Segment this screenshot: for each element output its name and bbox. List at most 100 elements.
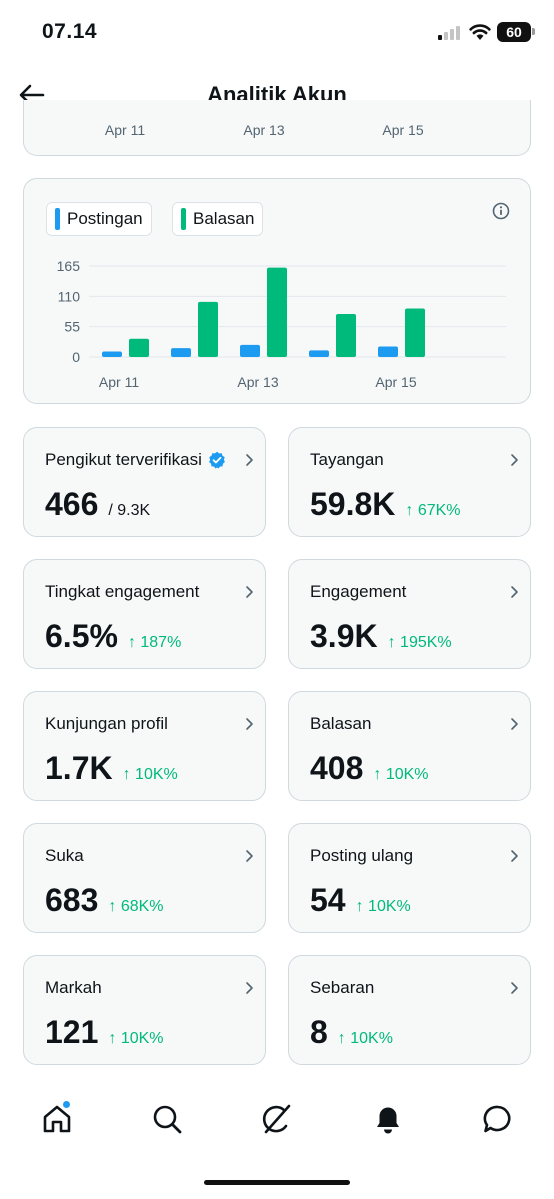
- metric-value-row: 121 ↑ 10K%: [45, 1014, 164, 1051]
- metric-change: ↑ 195K%: [387, 634, 452, 651]
- metric-card[interactable]: Sebaran 8 ↑ 10K%: [288, 955, 531, 1065]
- chevron-right-icon: [246, 982, 253, 994]
- search-icon[interactable]: [150, 1102, 184, 1136]
- bar-balasan: [336, 313, 356, 357]
- metric-label-text: Sebaran: [310, 978, 375, 997]
- chevron-right-icon: [511, 454, 518, 466]
- y-tick-label: 55: [64, 319, 80, 335]
- metric-value-row: 466 / 9.3K: [45, 486, 150, 523]
- metric-card[interactable]: Markah 121 ↑ 10K%: [23, 955, 266, 1065]
- metric-card[interactable]: Suka 683 ↑ 68K%: [23, 823, 266, 933]
- info-icon[interactable]: [492, 202, 510, 220]
- metric-value: 121: [45, 1014, 99, 1050]
- metric-value-row: 408 ↑ 10K%: [310, 750, 429, 787]
- chevron-right-icon: [246, 718, 253, 730]
- x-tick-label: Apr 15: [375, 374, 416, 390]
- metric-change: ↑ 10K%: [373, 766, 429, 783]
- legend-swatch: [55, 208, 60, 230]
- legend-postingan[interactable]: Postingan: [46, 202, 152, 236]
- metric-value-row: 6.5% ↑ 187%: [45, 618, 181, 655]
- metric-label: Pengikut terverifikasi: [45, 450, 226, 470]
- metric-change: ↑ 187%: [127, 634, 182, 651]
- metric-label: Posting ulang: [310, 846, 413, 866]
- metric-label: Markah: [45, 978, 102, 998]
- chevron-right-icon: [511, 982, 518, 994]
- y-tick-label: 165: [57, 258, 81, 274]
- metric-label: Kunjungan profil: [45, 714, 168, 734]
- metric-total: / 9.3K: [108, 502, 151, 519]
- bar-postingan: [309, 350, 329, 357]
- bar-balasan: [405, 308, 425, 357]
- metric-card[interactable]: Tingkat engagement 6.5% ↑ 187%: [23, 559, 266, 669]
- bottom-nav: [0, 1086, 554, 1156]
- metric-label: Balasan: [310, 714, 371, 734]
- grok-icon[interactable]: [260, 1102, 294, 1136]
- x-tick-label: Apr 11: [99, 374, 139, 390]
- metric-value-row: 8 ↑ 10K%: [310, 1014, 393, 1051]
- home-indicator: [204, 1180, 350, 1185]
- metric-change: ↑ 67K%: [405, 502, 461, 519]
- metric-value: 1.7K: [45, 750, 113, 786]
- verified-badge-icon: [208, 451, 225, 469]
- metric-value: 54: [310, 882, 346, 918]
- bar-balasan: [198, 301, 218, 357]
- prev-x-tick: Apr 15: [382, 122, 424, 138]
- metric-value: 408: [310, 750, 364, 786]
- bar-chart: 0 55 110 165 Apr 11 Apr 13 Apr 15: [57, 258, 506, 390]
- metric-value: 6.5%: [45, 618, 118, 654]
- metric-label: Tingkat engagement: [45, 582, 199, 602]
- battery-indicator: 60: [497, 22, 531, 42]
- metric-change: ↑ 10K%: [108, 1030, 164, 1047]
- legend-label: Balasan: [193, 209, 255, 228]
- chevron-right-icon: [511, 718, 518, 730]
- metric-value: 683: [45, 882, 99, 918]
- metric-label: Engagement: [310, 582, 406, 602]
- metric-label-text: Kunjungan profil: [45, 714, 168, 733]
- messages-icon[interactable]: [481, 1102, 515, 1136]
- metric-label-text: Tingkat engagement: [45, 582, 200, 601]
- metric-label: Suka: [45, 846, 84, 866]
- metric-card[interactable]: Pengikut terverifikasi 466 / 9.3K: [23, 427, 266, 537]
- wifi-icon: [469, 24, 491, 40]
- cellular-signal-icon: [438, 26, 462, 40]
- metric-label: Sebaran: [310, 978, 374, 998]
- legend-balasan[interactable]: Balasan: [172, 202, 264, 236]
- metric-value: 59.8K: [310, 486, 396, 522]
- metric-label-text: Balasan: [310, 714, 372, 733]
- status-time: 07.14: [42, 20, 98, 43]
- metric-change: ↑ 10K%: [355, 898, 411, 915]
- y-tick-label: 0: [72, 349, 80, 365]
- bar-postingan: [171, 348, 191, 357]
- posts-replies-chart-card: 0 55 110 165 Apr 11 Apr 13 Apr 15 Postingan Ba…: [23, 178, 531, 404]
- metric-card[interactable]: Kunjungan profil 1.7K ↑ 10K%: [23, 691, 266, 801]
- legend-swatch: [181, 208, 186, 230]
- metric-label-text: Engagement: [310, 582, 407, 601]
- home-icon[interactable]: [40, 1102, 74, 1136]
- metric-card[interactable]: Balasan 408 ↑ 10K%: [288, 691, 531, 801]
- chevron-right-icon: [246, 454, 253, 466]
- notifications-icon[interactable]: [371, 1102, 405, 1136]
- bar-postingan: [378, 346, 398, 357]
- metric-value: 466: [45, 486, 99, 522]
- metric-value-row: 54 ↑ 10K%: [310, 882, 411, 919]
- metric-value-row: 3.9K ↑ 195K%: [310, 618, 452, 655]
- metric-change: ↑ 68K%: [108, 898, 164, 915]
- chevron-right-icon: [246, 850, 253, 862]
- x-tick-label: Apr 13: [237, 374, 278, 390]
- chevron-right-icon: [246, 586, 253, 598]
- metric-value: 3.9K: [310, 618, 378, 654]
- prev-x-tick: Apr 13: [243, 122, 285, 138]
- metric-label-text: Markah: [45, 978, 102, 997]
- metric-label-text: Posting ulang: [310, 846, 414, 865]
- metric-card[interactable]: Engagement 3.9K ↑ 195K%: [288, 559, 531, 669]
- metric-card[interactable]: Posting ulang 54 ↑ 10K%: [288, 823, 531, 933]
- legend-label: Postingan: [67, 209, 143, 228]
- metric-value-row: 683 ↑ 68K%: [45, 882, 164, 919]
- status-bar: 07.14 60: [0, 0, 554, 66]
- bar-balasan: [267, 267, 287, 357]
- battery-cap: [532, 28, 535, 35]
- metric-value-row: 1.7K ↑ 10K%: [45, 750, 178, 787]
- metric-card[interactable]: Tayangan 59.8K ↑ 67K%: [288, 427, 531, 537]
- metric-label-text: Pengikut terverifikasi: [45, 450, 202, 469]
- metric-change: ↑ 10K%: [122, 766, 178, 783]
